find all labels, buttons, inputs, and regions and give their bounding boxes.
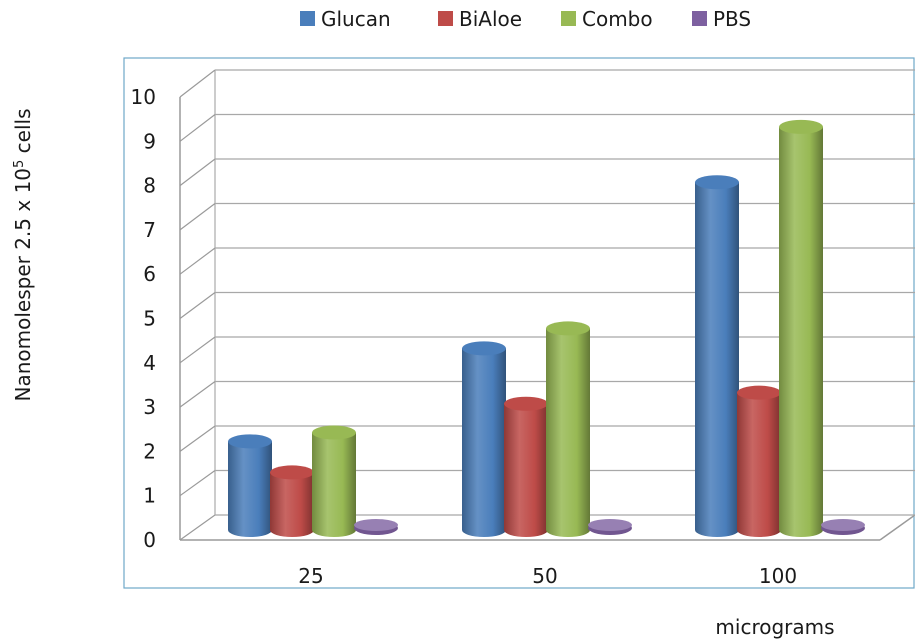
gridline-diagonal bbox=[179, 425, 216, 452]
bar-bialoe-50 bbox=[504, 396, 548, 537]
bar-cap bbox=[779, 119, 823, 134]
bar-body bbox=[695, 182, 739, 537]
legend-item-combo: Combo bbox=[561, 7, 653, 31]
bar-cap bbox=[228, 434, 272, 449]
y-tick-label: 6 bbox=[143, 262, 156, 286]
legend-label: BiAloe bbox=[459, 7, 522, 31]
gridline-diagonal bbox=[179, 158, 216, 187]
gridline-diagonal bbox=[179, 514, 216, 541]
bar-cap bbox=[504, 396, 548, 411]
y-tick-label: 1 bbox=[143, 484, 156, 508]
legend-item-bialoe: BiAloe bbox=[438, 7, 522, 31]
bar-cap bbox=[546, 321, 590, 336]
gridline-diagonal bbox=[179, 247, 216, 275]
x-axis-title: micrograms bbox=[715, 615, 834, 639]
y-tick-label: 3 bbox=[143, 395, 156, 419]
y-tick-label: 9 bbox=[143, 129, 156, 153]
legend-swatch bbox=[300, 11, 315, 26]
bar-pbs-25 bbox=[354, 519, 398, 535]
legend-label: PBS bbox=[713, 7, 751, 31]
legend-item-pbs: PBS bbox=[692, 7, 751, 31]
y-tick-label: 4 bbox=[143, 351, 156, 375]
bar-cap bbox=[270, 465, 314, 480]
y-axis-title-prefix: Nanomolesper 2.5 x 10 bbox=[11, 168, 35, 402]
y-tick-label: 5 bbox=[143, 307, 156, 331]
bar-cap bbox=[737, 385, 781, 400]
y-tick-label: 7 bbox=[143, 218, 156, 242]
x-tick-label: 100 bbox=[759, 564, 797, 588]
plot-area-border bbox=[123, 57, 915, 589]
gridline-diagonal bbox=[179, 381, 216, 408]
bar-bialoe-100 bbox=[737, 385, 781, 537]
bar-pbs-50 bbox=[588, 519, 632, 535]
legend-item-glucan: Glucan bbox=[300, 7, 391, 31]
y-tick-label: 2 bbox=[143, 439, 156, 463]
bar-body bbox=[737, 392, 781, 537]
bar-combo-50 bbox=[546, 321, 590, 537]
bar-glucan-50 bbox=[462, 341, 506, 537]
bar-combo-100 bbox=[779, 119, 823, 538]
bar-bialoe-25 bbox=[270, 465, 314, 537]
gridline-diagonal bbox=[179, 292, 216, 319]
y-tick-label: 8 bbox=[143, 174, 156, 198]
gridline-diagonal bbox=[179, 69, 216, 98]
bar-glucan-25 bbox=[228, 434, 272, 537]
x-tick-label: 50 bbox=[532, 564, 557, 588]
bar-cap bbox=[312, 425, 356, 440]
legend-label: Combo bbox=[582, 7, 653, 31]
bar-cap bbox=[695, 175, 739, 190]
bars bbox=[228, 119, 865, 538]
y-axis-title: Nanomolesper 2.5 x 105 cells bbox=[11, 109, 35, 402]
bar-disc-top bbox=[354, 519, 398, 531]
y-axis-ticks: 0 1 2 3 4 5 6 7 8 9 10 bbox=[131, 85, 156, 552]
bar-pbs-100 bbox=[821, 519, 865, 535]
y-axis-title-suffix: cells bbox=[11, 109, 35, 160]
legend-swatch bbox=[438, 11, 453, 26]
legend-swatch bbox=[561, 11, 576, 26]
chart-legend: Glucan BiAloe Combo PBS bbox=[300, 7, 751, 31]
bar-body bbox=[504, 403, 548, 537]
bar-disc-top bbox=[821, 519, 865, 531]
legend-label: Glucan bbox=[321, 7, 391, 31]
bar-body bbox=[779, 126, 823, 538]
gridline-diagonal bbox=[179, 470, 216, 497]
bar-body bbox=[270, 472, 314, 537]
legend-swatch bbox=[692, 11, 707, 26]
bar-body bbox=[462, 348, 506, 537]
bar-body bbox=[546, 328, 590, 537]
bar-body bbox=[312, 432, 356, 537]
x-tick-label: 25 bbox=[298, 564, 323, 588]
bar-combo-25 bbox=[312, 425, 356, 537]
gridline-diagonal bbox=[179, 114, 216, 142]
gridline-diagonal bbox=[179, 336, 216, 364]
y-axis-title-superscript: 5 bbox=[12, 160, 27, 168]
bar-glucan-100 bbox=[695, 175, 739, 537]
bar-disc-top bbox=[588, 519, 632, 531]
y-tick-label: 0 bbox=[143, 528, 156, 552]
bar-body bbox=[228, 441, 272, 537]
y-tick-label: 10 bbox=[131, 85, 156, 109]
bar-cap bbox=[462, 341, 506, 356]
x-axis-categories: 25 50 100 bbox=[298, 564, 797, 588]
gridline-diagonal bbox=[179, 203, 216, 231]
